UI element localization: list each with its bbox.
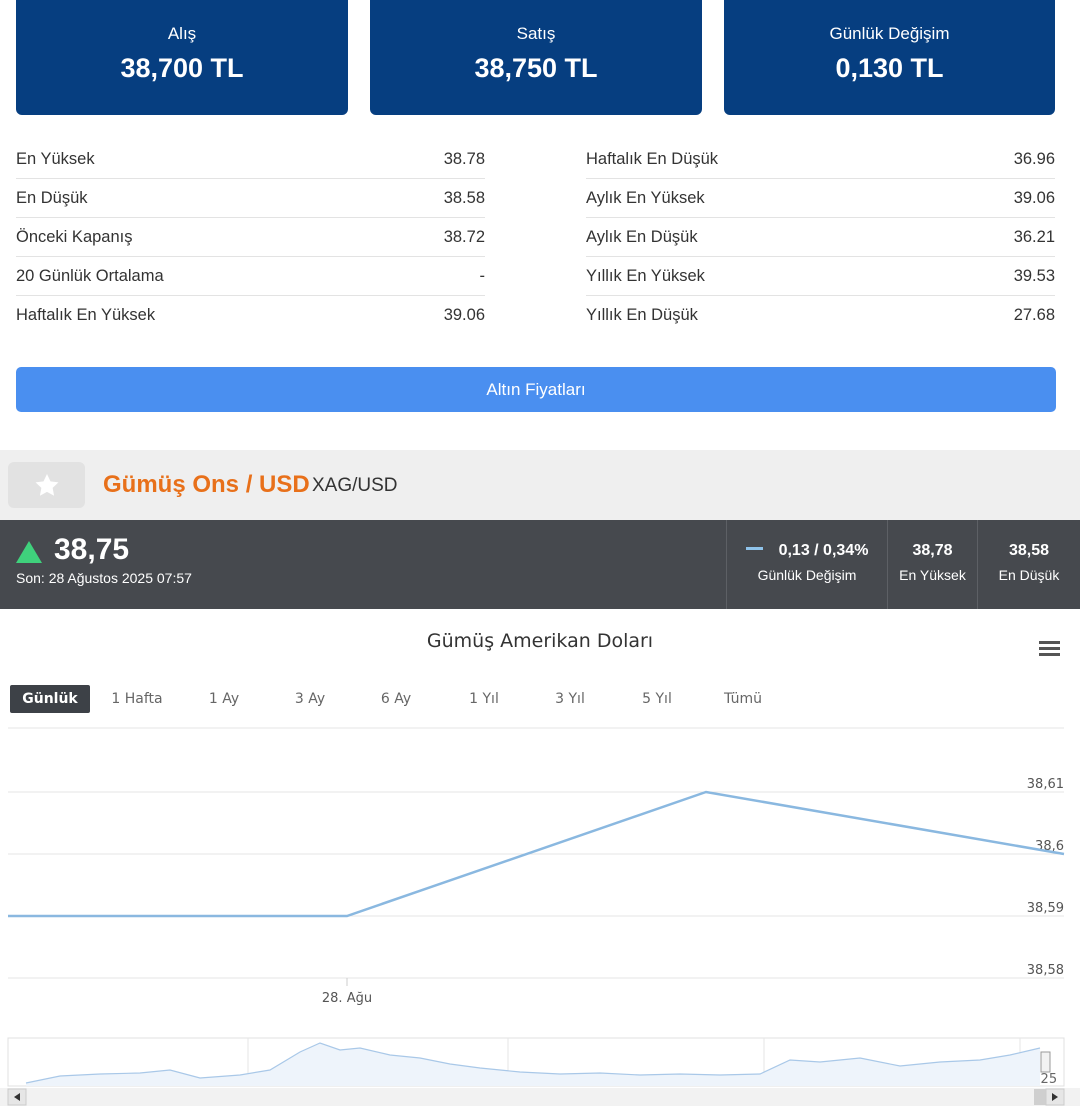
quote-daily-change: 0,13 / 0,34% Günlük Değişim [726,520,887,609]
y-tick-label: 38,61 [1027,777,1064,792]
stat-label: Yıllık En Düşük [586,306,698,324]
stat-value: 27.68 [1013,306,1055,324]
series-line [8,790,1065,918]
chart-title: Gümüş Amerikan Doları [426,630,654,652]
instrument-symbol: XAG/USD [312,475,398,496]
navigator-handle[interactable] [1040,1051,1051,1073]
range-button[interactable]: 1 Ay [208,691,240,707]
stat-row: En Düşük 38.58 [16,179,485,218]
stat-row: Yıllık En Yüksek 39.53 [586,257,1055,296]
range-button[interactable]: 3 Ay [294,691,326,707]
change-value: 0,13 / 0,34% [778,542,869,559]
range-button[interactable]: 1 Hafta [111,691,163,707]
range-button[interactable]: Günlük [10,685,90,713]
stat-row: En Yüksek 38.78 [16,140,485,179]
chart-grid [8,727,1064,979]
low-label: En Düşük [998,567,1060,583]
stat-label: Yıllık En Yüksek [586,266,705,285]
stat-row: Aylık En Yüksek 39.06 [586,179,1055,218]
stat-value: 39.06 [443,306,485,324]
quote-low: 38,58 En Düşük [977,520,1080,609]
stat-value: 39.06 [1013,188,1055,207]
stat-value: 36.96 [1013,149,1055,168]
range-button[interactable]: 1 Yıl [469,691,499,707]
chart-series [7,790,1065,918]
stat-label: 20 Günlük Ortalama [16,266,164,285]
stat-row: Haftalık En Düşük 36.96 [586,140,1055,179]
low-value: 38,58 [1008,542,1050,559]
sell-label: Satış [516,24,556,43]
daily-change-value: 0,130 TL [835,53,944,83]
quote-bar [0,520,1080,609]
daily-change-label: Günlük Değişim [829,24,950,43]
navigator-area [26,1043,1040,1086]
flat-dash-icon [745,547,763,551]
instrument-header [0,450,1080,520]
buy-price-box: Alış 38,700 TL [16,0,348,115]
last-price: 38,75 [54,533,130,566]
y-tick-label: 38,58 [1027,963,1064,978]
range-button[interactable]: 3 Yıl [555,691,585,707]
stat-row: Aylık En Düşük 36.21 [586,218,1055,257]
chart-navigator[interactable]: 2010201520202025 [0,1037,1080,1106]
stats-right-column: Haftalık En Düşük 36.96 Aylık En Yüksek 39.… [586,140,1055,335]
sell-price-box: Satış 38,750 TL [370,0,702,115]
hamburger-menu-icon[interactable] [1039,641,1060,657]
buy-value: 38,700 TL [120,53,244,83]
favorite-button[interactable] [8,462,85,508]
last-update-time: Son: 28 Ağustos 2025 07:57 [16,570,192,586]
x-tick-label: 28. Ağu [322,991,372,1006]
stat-value: 38.78 [443,149,485,168]
stat-label: En Düşük [16,188,88,207]
gold-prices-button[interactable]: Altın Fiyatları [16,367,1056,412]
stat-value: - [479,266,486,285]
arrow-right-icon [1052,1093,1058,1101]
y-tick-label: 38,59 [1027,901,1064,916]
stat-row: Yıllık En Düşük 27.68 [586,296,1055,335]
scrollbar-track[interactable] [0,1088,1080,1106]
star-icon [35,473,58,496]
x-axis: 28. Ağu [322,978,372,1006]
up-arrow-icon [16,541,42,563]
stat-label: Haftalık En Yüksek [16,306,156,324]
arrow-left-icon [14,1093,20,1101]
stat-value: 39.53 [1013,266,1055,285]
stat-value: 38.72 [443,227,485,246]
high-value: 38,78 [912,542,953,559]
stat-label: Önceki Kapanış [16,227,133,246]
stat-row: 20 Günlük Ortalama - [16,257,485,296]
stat-value: 36.21 [1013,227,1055,246]
sell-value: 38,750 TL [474,53,598,83]
stat-value: 38.58 [443,188,485,207]
range-button[interactable]: 6 Ay [380,691,412,707]
buy-label: Alış [167,24,197,43]
stats-left-column: En Yüksek 38.78 En Düşük 38.58 Önceki Kapanı… [16,140,485,335]
stat-row: Önceki Kapanış 38.72 [16,218,485,257]
range-button[interactable]: Tümü [723,691,762,707]
change-label: Günlük Değişim [757,567,857,583]
high-label: En Yüksek [899,567,966,583]
daily-change-box: Günlük Değişim 0,130 TL [724,0,1055,115]
stat-label: En Yüksek [16,149,95,168]
price-summary-card: Alış 38,700 TL Satış 38,750 TL Günlük De… [0,0,1074,450]
range-button[interactable]: 5 Yıl [642,691,672,707]
stat-row: Haftalık En Yüksek 39.06 [16,296,485,335]
quote-high: 38,78 En Yüksek [887,520,977,609]
stat-label: Haftalık En Düşük [586,149,719,168]
instrument-name: Gümüş Ons / USD [103,471,310,498]
stat-label: Aylık En Düşük [586,227,698,246]
navigator-line [25,1042,1041,1084]
stat-label: Aylık En Yüksek [586,188,705,207]
